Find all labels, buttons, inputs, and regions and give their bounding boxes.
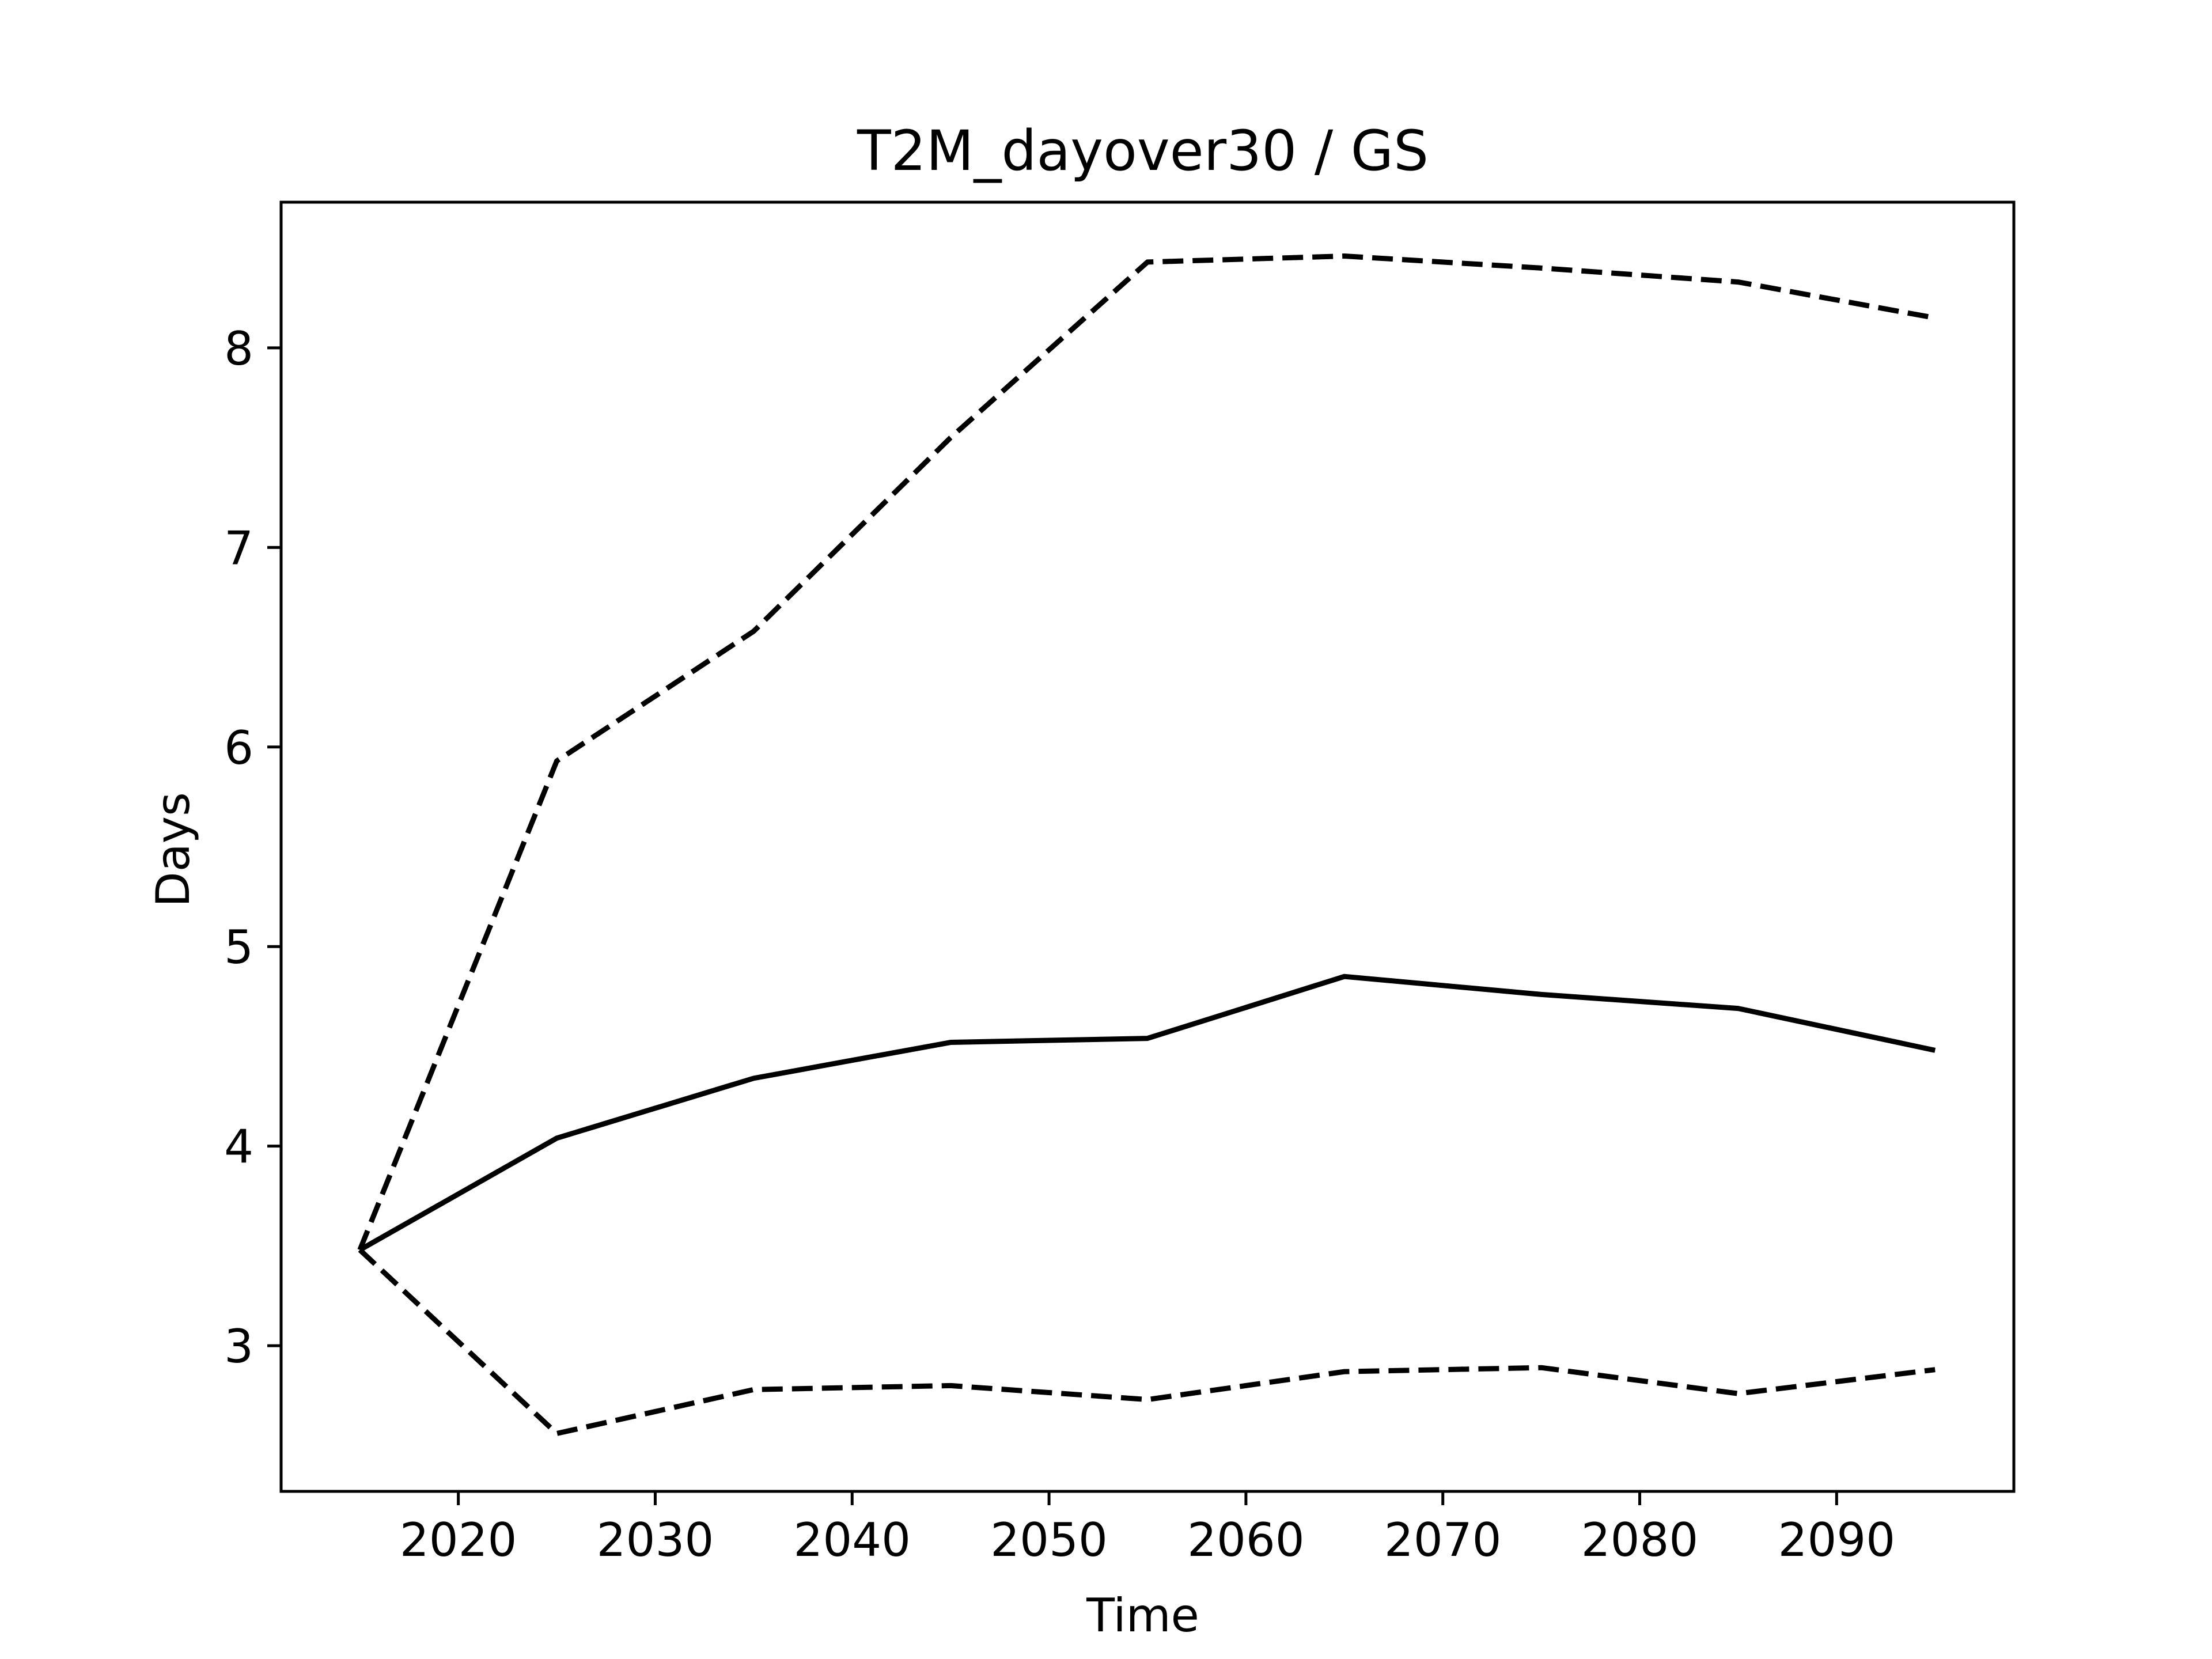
y-axis: 3 4 5 6 7 8	[224, 322, 281, 1373]
x-tick-label: 2030	[597, 1513, 714, 1567]
y-axis-label: Days	[146, 792, 200, 907]
y-tick-label: 4	[224, 1120, 253, 1174]
chart-title: T2M_dayover30 / GS	[857, 119, 1429, 183]
series-line-1	[357, 253, 1936, 1251]
y-tick-label: 7	[224, 521, 253, 575]
series-line-2	[358, 974, 1936, 1252]
y-tick-label: 3	[224, 1320, 253, 1373]
x-tick-label: 2020	[400, 1513, 517, 1567]
x-tick-label: 2070	[1384, 1513, 1502, 1567]
y-tick-label: 8	[224, 322, 253, 376]
series-layer	[357, 253, 1936, 1437]
y-tick-label: 6	[224, 721, 253, 775]
x-tick-label: 2090	[1778, 1513, 1896, 1567]
plot-frame	[279, 200, 2016, 1493]
x-axis: 2020 2030 2040 2050 2060 2070 2080 2090	[400, 1491, 1895, 1567]
x-tick-label: 2060	[1187, 1513, 1305, 1567]
x-tick-label: 2080	[1581, 1513, 1699, 1567]
series-line-3	[358, 1248, 1936, 1437]
x-tick-label: 2040	[793, 1513, 911, 1567]
x-axis-label: Time	[1086, 1589, 1199, 1642]
y-tick-label: 5	[224, 921, 253, 974]
x-tick-label: 2050	[990, 1513, 1108, 1567]
